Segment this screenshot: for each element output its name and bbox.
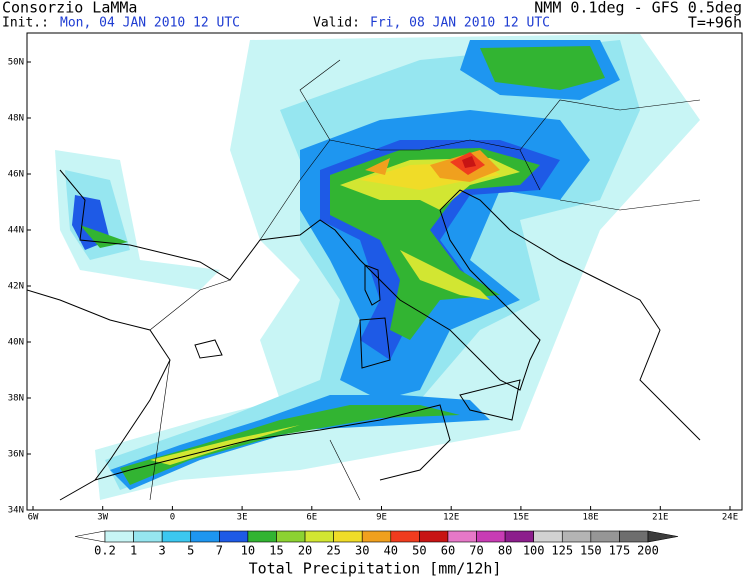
- colorbar-box: [304, 530, 334, 543]
- colorbar-label: 60: [441, 544, 455, 558]
- header-title: Consorzio LaMMa: [2, 0, 137, 17]
- lat-label: 34N: [8, 506, 24, 516]
- colorbar: 0.2 1 3 5 7 10 15 20 25 30 40 50 60 70 80 100 125 150 175 2…: [74, 530, 679, 558]
- colorbar-box: [504, 530, 534, 543]
- colorbar-label: 175: [609, 544, 631, 558]
- lat-label: 42N: [8, 282, 24, 292]
- valid-time: Fri, 08 JAN 2010 12 UTC: [370, 16, 550, 31]
- coastlines: [27, 169, 701, 501]
- lon-label: 6E: [306, 513, 317, 523]
- lon-label: 12E: [443, 513, 459, 523]
- lat-label: 36N: [8, 450, 24, 460]
- colorbar-box: [619, 530, 649, 543]
- colorbar-label: 7: [216, 544, 223, 558]
- lon-label: 15E: [513, 513, 529, 523]
- colorbar-label: 100: [523, 544, 545, 558]
- colorbar-box: [590, 530, 620, 543]
- colorbar-box: [190, 530, 220, 543]
- colorbar-label: 1: [130, 544, 137, 558]
- colorbar-label: 25: [326, 544, 340, 558]
- colorbar-label: 50: [412, 544, 426, 558]
- lat-label: 40N: [8, 338, 24, 348]
- colorbar-label: 80: [498, 544, 512, 558]
- colorbar-box: [276, 530, 306, 543]
- lon-label: 21E: [652, 513, 668, 523]
- lon-label: 0: [170, 513, 175, 523]
- model-info: NMM 0.1deg - GFS 0.5deg: [534, 0, 742, 17]
- init-time: Mon, 04 JAN 2010 12 UTC: [60, 16, 240, 31]
- init-label: Init.:: [2, 16, 49, 31]
- lon-label: 3W: [97, 513, 108, 523]
- lat-label: 38N: [8, 394, 24, 404]
- colorbar-box: [561, 530, 592, 543]
- map-frame: [26, 32, 743, 511]
- colorbar-label: 70: [469, 544, 483, 558]
- colorbar-label: 200: [637, 544, 659, 558]
- colorbar-box: [419, 530, 449, 543]
- map: 6W 3W 0 3E 6E 9E 12E 15E 18E 21E 24E 34N 36N 38N 40N 42…: [8, 32, 743, 523]
- colorbar-label: 125: [551, 544, 573, 558]
- colorbar-box: [104, 530, 134, 543]
- colorbar-label: 40: [384, 544, 398, 558]
- colorbar-box: [361, 530, 392, 543]
- lon-label: 18E: [582, 513, 598, 523]
- colorbar-box: [333, 530, 363, 543]
- lon-label: 24E: [722, 513, 738, 523]
- colorbar-box: [476, 530, 506, 543]
- borders: [149, 59, 701, 501]
- colorbar-label: 0.2: [94, 544, 116, 558]
- colorbar-box: [161, 530, 192, 543]
- colorbar-label: 3: [159, 544, 166, 558]
- colorbar-label: 5: [187, 544, 194, 558]
- colorbar-label: 150: [580, 544, 602, 558]
- colorbar-over: [647, 530, 679, 543]
- colorbar-label: 15: [269, 544, 283, 558]
- lat-label: 44N: [8, 226, 24, 236]
- valid-label: Valid:: [313, 16, 360, 31]
- lon-label: 9E: [376, 513, 387, 523]
- colorbar-label: 10: [241, 544, 255, 558]
- colorbar-box: [447, 530, 477, 543]
- colorbar-label: 20: [298, 544, 312, 558]
- precip-field: [55, 34, 700, 500]
- lon-label: 6W: [28, 513, 39, 523]
- lead-time: T=+96h: [688, 14, 742, 32]
- colorbar-label: 30: [355, 544, 369, 558]
- colorbar-under: [74, 530, 106, 543]
- lat-label: 50N: [8, 58, 24, 68]
- lat-label: 48N: [8, 114, 24, 124]
- colorbar-box: [219, 530, 249, 543]
- lon-label: 3E: [237, 513, 248, 523]
- colorbar-title: Total Precipitation [mm/12h]: [249, 560, 502, 578]
- colorbar-box: [390, 530, 420, 543]
- colorbar-box: [133, 530, 163, 543]
- colorbar-box: [533, 530, 563, 543]
- lat-label: 46N: [8, 170, 24, 180]
- colorbar-box: [247, 530, 277, 543]
